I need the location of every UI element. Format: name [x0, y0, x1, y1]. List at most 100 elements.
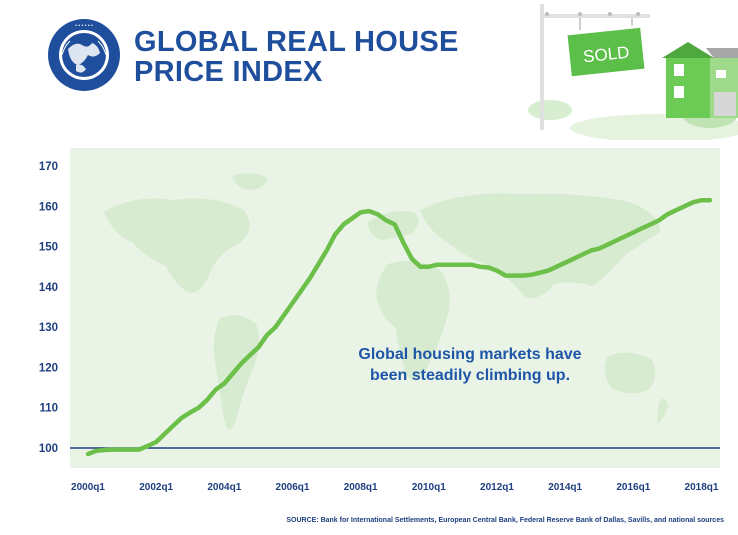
title-line-2: PRICE INDEX — [134, 56, 323, 88]
x-tick-label: 2012q1 — [480, 482, 514, 493]
source-note: SOURCE: Bank for International Settlemen… — [286, 517, 724, 524]
data-point — [282, 313, 286, 317]
world-map-background — [104, 173, 668, 430]
data-point — [188, 411, 192, 415]
data-point — [299, 289, 303, 293]
data-point — [248, 353, 252, 357]
svg-text:• • • • • •: • • • • • • — [75, 23, 93, 29]
data-point — [435, 263, 439, 267]
x-tick-label: 2016q1 — [616, 482, 650, 493]
data-point — [665, 212, 669, 216]
data-point — [682, 204, 686, 208]
imf-logo-icon: • • • • • • — [48, 19, 120, 91]
data-point — [529, 273, 533, 277]
y-tick-label: 160 — [39, 201, 58, 213]
data-point — [376, 212, 380, 216]
data-point — [333, 232, 337, 236]
data-point — [325, 249, 329, 253]
data-point — [239, 361, 243, 365]
data-point — [589, 249, 593, 253]
data-point — [504, 274, 508, 278]
x-tick-label: 2006q1 — [276, 482, 310, 493]
data-point — [367, 209, 371, 213]
x-tick-label: 2008q1 — [344, 482, 378, 493]
data-point — [265, 333, 269, 337]
data-point — [478, 265, 482, 269]
data-point — [623, 235, 627, 238]
data-point — [350, 216, 354, 220]
data-point — [308, 277, 312, 281]
y-axis: 100 110 120 130 140 150 160 170 — [39, 161, 58, 455]
data-point — [521, 274, 525, 278]
annotation-line-2: been steadily climbing up. — [369, 367, 571, 384]
y-tick-label: 110 — [39, 403, 58, 415]
annotation-line-1: Global housing markets have — [358, 346, 582, 363]
data-point — [384, 218, 388, 222]
sold-sign-text: SOLD — [582, 43, 630, 67]
series-points — [86, 198, 712, 456]
data-point — [580, 253, 584, 257]
data-point — [410, 257, 414, 261]
data-point — [205, 398, 209, 402]
y-tick-label: 130 — [39, 322, 58, 334]
data-point — [120, 448, 124, 452]
data-point — [393, 222, 397, 226]
data-point — [231, 371, 235, 375]
data-point — [461, 263, 465, 267]
data-point — [86, 452, 90, 456]
data-point — [316, 263, 320, 267]
house-sold-illustration: SOLD — [528, 4, 738, 140]
data-point — [563, 261, 567, 265]
data-point — [103, 448, 107, 452]
data-point — [614, 239, 618, 243]
data-point — [163, 432, 167, 436]
y-tick-label: 140 — [39, 282, 58, 294]
data-point — [273, 325, 277, 329]
data-point — [708, 198, 712, 202]
data-point — [137, 448, 141, 452]
data-point — [452, 263, 456, 267]
x-tick-label: 2018q1 — [685, 482, 719, 493]
data-point — [469, 263, 473, 267]
y-tick-label: 170 — [39, 161, 58, 173]
data-point — [572, 257, 576, 261]
data-point — [171, 424, 175, 428]
data-point — [597, 247, 601, 251]
x-tick-label: 2002q1 — [139, 482, 173, 493]
data-point — [648, 222, 652, 226]
data-point — [214, 388, 218, 392]
x-tick-label: 2000q1 — [71, 482, 105, 493]
page-title: GLOBAL REAL HOUSE PRICE INDEX — [134, 27, 459, 87]
data-point — [495, 269, 499, 273]
data-point — [154, 440, 158, 444]
title-line-1: GLOBAL REAL HOUSE — [134, 26, 459, 58]
data-point — [691, 200, 695, 204]
x-tick-label: 2004q1 — [207, 482, 241, 493]
data-point — [146, 444, 150, 448]
data-point — [546, 269, 550, 273]
data-point — [197, 406, 201, 410]
data-point — [112, 448, 116, 452]
data-point — [606, 243, 610, 247]
series-line-house-price-index — [85, 197, 713, 457]
y-tick-label: 150 — [39, 242, 58, 254]
data-point — [222, 382, 226, 386]
data-point — [342, 222, 346, 226]
data-point — [640, 226, 644, 230]
x-tick-label: 2010q1 — [412, 482, 446, 493]
data-point — [699, 198, 703, 202]
data-point — [427, 265, 431, 269]
y-tick-label: 100 — [39, 443, 58, 455]
data-point — [657, 218, 661, 222]
data-point — [256, 345, 260, 349]
data-point — [486, 266, 490, 270]
x-axis: 2000q1 2002q1 2004q1 2006q1 2008q1 2010q1 2012… — [71, 482, 719, 493]
data-point — [180, 416, 184, 420]
data-point — [95, 449, 99, 453]
chart-annotation: Global housing markets have been steadil… — [320, 344, 620, 386]
data-point — [555, 265, 559, 269]
data-point — [129, 448, 133, 452]
data-point — [538, 271, 542, 275]
x-tick-label: 2014q1 — [548, 482, 582, 493]
